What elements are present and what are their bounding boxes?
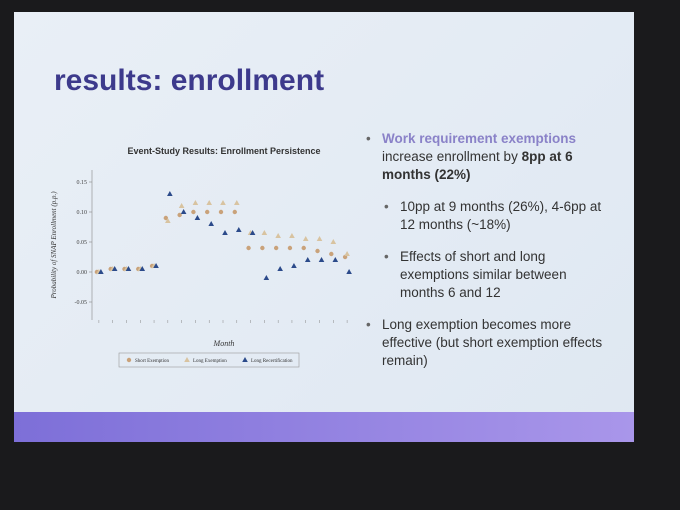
point — [111, 266, 118, 271]
slide-title: results: enrollment — [54, 64, 325, 97]
point — [263, 275, 270, 280]
point — [165, 218, 171, 223]
legend-label: Long Exemption — [193, 359, 227, 364]
point — [332, 257, 339, 262]
point — [222, 230, 228, 235]
sub-bullet: Effects of short and long exemptions sim… — [364, 248, 614, 302]
point — [191, 209, 196, 215]
point — [178, 203, 185, 208]
highlight: Work requirement exemptions — [382, 131, 577, 146]
legend-swatch — [242, 357, 248, 362]
point — [261, 230, 268, 235]
point — [235, 227, 242, 232]
legend-swatch — [184, 357, 190, 362]
point — [98, 269, 104, 274]
chart-title: Event-Study Results: Enrollment Persiste… — [127, 146, 320, 156]
bullet: Work requirement exemptions increase enr… — [364, 130, 614, 184]
legend-label: Long Recertification — [251, 359, 293, 364]
point — [232, 209, 237, 215]
point — [246, 245, 251, 251]
point — [344, 251, 350, 256]
point — [275, 233, 281, 238]
point — [218, 209, 224, 215]
point — [273, 245, 279, 251]
point — [167, 191, 173, 196]
legend-box — [118, 352, 300, 368]
y-tick-label: 0.05 — [77, 240, 88, 246]
legend-label: Short Exemption — [135, 359, 170, 364]
bullet: Long exemption becomes more effective (b… — [364, 316, 614, 370]
y-axis-label: Probability of SNAP Enrollment (p.p.) — [50, 191, 58, 300]
y-tick-label: 0.10 — [77, 210, 88, 216]
point — [139, 266, 146, 271]
point — [192, 200, 199, 205]
point — [180, 209, 187, 214]
y-tick-label: 0.15 — [77, 180, 88, 186]
highlight: 8pp at 6 months (22%) — [382, 149, 573, 182]
point — [318, 257, 325, 262]
slide: results: enrollment Work requirement exe… — [14, 12, 634, 442]
point — [287, 245, 293, 251]
point — [206, 200, 213, 205]
bullet-list: Work requirement exemptions increase enr… — [364, 130, 614, 384]
y-tick-label: -0.05 — [75, 300, 88, 306]
point — [346, 269, 352, 274]
point — [260, 245, 265, 251]
point — [163, 215, 169, 221]
point — [177, 212, 182, 218]
point — [304, 257, 311, 262]
point — [153, 263, 159, 268]
y-tick-label: 0.00 — [77, 270, 88, 276]
sub-bullet: 10pp at 9 months (26%), 4-6pp at 12 mont… — [364, 198, 614, 234]
point — [233, 200, 240, 205]
point — [125, 266, 132, 271]
text: increase enrollment by — [382, 149, 522, 164]
point — [208, 221, 215, 226]
point — [316, 236, 323, 241]
x-axis-label: Month — [213, 339, 235, 348]
chart: Event-Study Results: Enrollment Persiste… — [50, 146, 352, 368]
footer-bar — [14, 412, 634, 442]
point — [205, 209, 210, 215]
point — [289, 233, 295, 238]
point — [194, 215, 201, 220]
point — [249, 230, 256, 235]
point — [315, 248, 320, 254]
point — [301, 245, 306, 251]
point — [302, 236, 309, 241]
point — [330, 239, 337, 244]
legend-swatch — [126, 357, 132, 363]
point — [291, 263, 297, 268]
point — [220, 200, 226, 205]
point — [329, 251, 334, 257]
point — [277, 266, 283, 271]
